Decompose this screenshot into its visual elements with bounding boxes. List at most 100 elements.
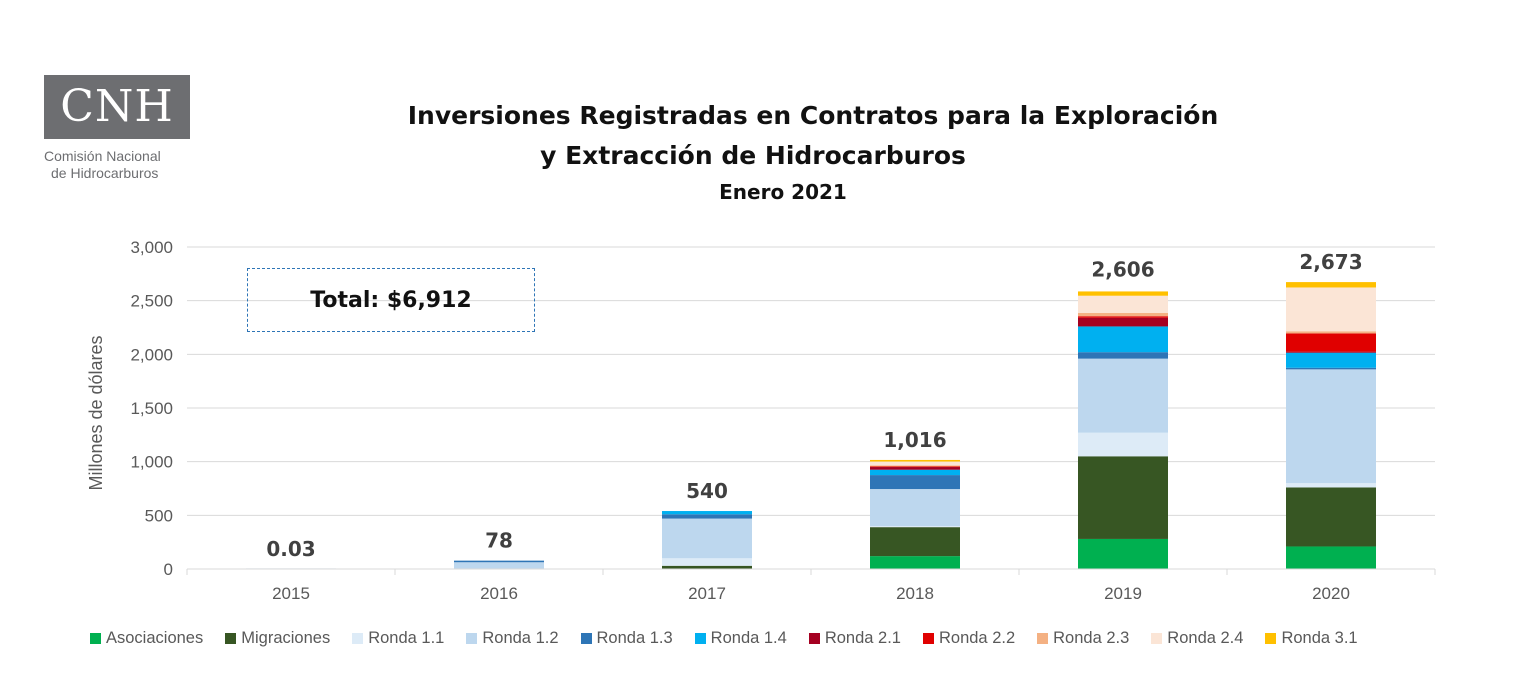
bar-segment bbox=[1078, 358, 1168, 433]
legend-swatch bbox=[90, 632, 101, 644]
total-data-label: 78 bbox=[485, 529, 513, 553]
bar-segment bbox=[1286, 487, 1376, 547]
bar-segment bbox=[870, 459, 960, 462]
y-axis: 0 500 1,000 1,500 2,000 2,500 3,000 bbox=[130, 238, 173, 579]
legend-label: Ronda 2.3 bbox=[1053, 628, 1130, 647]
bar-segment bbox=[1286, 333, 1376, 352]
legend-label: Ronda 3.1 bbox=[1281, 628, 1358, 647]
x-tick-label: 2016 bbox=[480, 584, 518, 603]
bar-segment bbox=[1286, 287, 1376, 332]
bar-segment bbox=[1286, 331, 1376, 334]
bar-segment bbox=[1078, 326, 1168, 353]
legend-label: Ronda 2.4 bbox=[1167, 628, 1244, 647]
legend-item: Ronda 1.1 bbox=[352, 629, 444, 648]
bar-segment bbox=[870, 526, 960, 528]
chart-title-line2: y Extracción de Hidrocarburos bbox=[540, 141, 966, 170]
bar-segment bbox=[1078, 295, 1168, 314]
legend-label: Ronda 2.2 bbox=[938, 628, 1016, 647]
x-tick-label: 2019 bbox=[1104, 584, 1142, 603]
total-annotation: Total: $6,912 bbox=[247, 268, 535, 332]
total-data-label: 0.03 bbox=[266, 537, 315, 561]
bar-segment bbox=[1078, 291, 1168, 296]
legend-swatch bbox=[466, 632, 478, 644]
bar-segment bbox=[870, 489, 960, 527]
bar-segment bbox=[870, 556, 960, 569]
legend-label: Ronda 2.1 bbox=[824, 628, 901, 647]
legend-item: Ronda 2.1 bbox=[808, 628, 901, 648]
gridlines bbox=[187, 246, 1435, 516]
total-data-label: 540 bbox=[686, 479, 728, 503]
bar-segment bbox=[1286, 483, 1376, 488]
bar-segment bbox=[1286, 367, 1376, 370]
legend-swatch bbox=[1265, 632, 1277, 644]
legend-label: Ronda 1.1 bbox=[368, 628, 445, 647]
legend-label: Migraciones bbox=[241, 628, 331, 647]
total-data-label: 2,673 bbox=[1299, 250, 1362, 274]
bar-segment bbox=[870, 467, 960, 470]
logo-caption: Comisión Nacional de Hidrocarburos bbox=[44, 148, 194, 182]
chart-title-line1: Inversiones Registradas en Contratos par… bbox=[407, 101, 1219, 130]
y-tick-label: 1,000 bbox=[130, 453, 173, 472]
legend-item: Ronda 1.3 bbox=[580, 628, 673, 648]
cnh-logo: CNH bbox=[44, 75, 190, 139]
bar-segment bbox=[1286, 351, 1376, 353]
bar-segment bbox=[662, 558, 752, 566]
total-data-label: 1,016 bbox=[883, 428, 946, 452]
x-tick-label: 2015 bbox=[272, 584, 310, 603]
legend-item: Ronda 1.4 bbox=[694, 629, 787, 648]
legend-swatch bbox=[1151, 632, 1163, 644]
total-labels: 0.03 78 540 1,016 2,606 2,673 bbox=[266, 250, 1362, 561]
bar-segment bbox=[1078, 538, 1168, 569]
bar-segment bbox=[1078, 316, 1168, 318]
y-tick-label: 3,000 bbox=[130, 238, 173, 257]
bar-segment bbox=[454, 560, 544, 563]
legend-item: Asociaciones bbox=[90, 629, 203, 648]
legend: Asociaciones Migraciones Ronda 1.1 Ronda 1.… bbox=[90, 626, 1450, 650]
bars bbox=[246, 282, 1376, 569]
bar-segment bbox=[662, 511, 752, 515]
legend-item: Ronda 1.2 bbox=[466, 629, 559, 648]
bar-segment bbox=[870, 461, 960, 466]
legend-swatch bbox=[694, 632, 706, 644]
bar-segment bbox=[662, 565, 752, 569]
legend-item: Ronda 2.2 bbox=[922, 628, 1016, 648]
legend-swatch bbox=[1037, 632, 1049, 644]
x-tick-label: 2018 bbox=[896, 584, 934, 603]
y-tick-label: 2,000 bbox=[130, 345, 173, 364]
x-tick-label: 2020 bbox=[1312, 584, 1350, 603]
legend-swatch bbox=[922, 632, 934, 644]
legend-item: Migraciones bbox=[225, 629, 330, 648]
bar-segment bbox=[1286, 352, 1376, 368]
legend-item: Ronda 2.4 bbox=[1151, 629, 1243, 648]
bar-segment bbox=[662, 518, 752, 559]
bar-segment bbox=[1286, 546, 1376, 569]
bar-segment bbox=[1078, 313, 1168, 317]
bar-segment bbox=[1078, 456, 1168, 539]
bar-segment bbox=[1286, 369, 1376, 484]
bar-segment bbox=[1078, 317, 1168, 327]
bar-segment bbox=[662, 514, 752, 519]
legend-item: Ronda 3.1 bbox=[1265, 628, 1358, 648]
legend-item: Ronda 2.3 bbox=[1037, 629, 1129, 648]
chart-subtitle: Enero 2021 bbox=[719, 180, 847, 204]
y-tick-label: 1,500 bbox=[130, 399, 173, 418]
bar-segment bbox=[870, 469, 960, 476]
bar-segment bbox=[454, 562, 544, 569]
legend-label: Ronda 1.3 bbox=[596, 628, 673, 647]
x-axis: 2015 2016 2017 2018 2019 2020 bbox=[186, 568, 1436, 603]
y-tick-label: 500 bbox=[145, 506, 173, 525]
y-axis-label: Millones de dólares bbox=[86, 335, 106, 490]
logo-caption-line2: de Hidrocarburos bbox=[51, 165, 159, 181]
legend-swatch bbox=[808, 632, 820, 644]
legend-swatch bbox=[352, 632, 364, 644]
bar-segment bbox=[870, 475, 960, 490]
bar-segment bbox=[1078, 352, 1168, 359]
bar-segment bbox=[870, 466, 960, 468]
legend-swatch bbox=[580, 632, 592, 644]
logo-caption-line1: Comisión Nacional bbox=[44, 148, 161, 164]
legend-swatch bbox=[225, 632, 237, 644]
total-data-label: 2,606 bbox=[1091, 257, 1154, 281]
legend-label: Asociaciones bbox=[106, 628, 204, 647]
bar-segment bbox=[1286, 282, 1376, 288]
